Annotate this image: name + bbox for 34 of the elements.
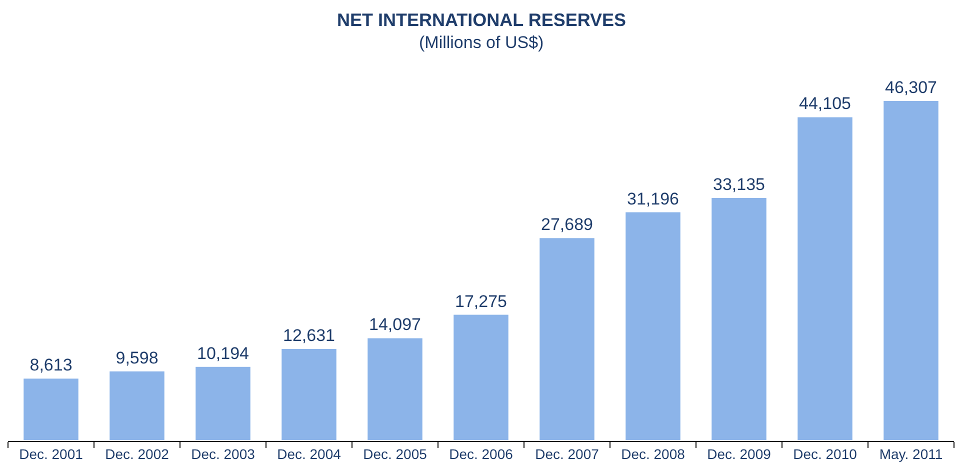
data-label: 44,105 bbox=[799, 94, 851, 114]
x-tick-label: Dec. 2005 bbox=[363, 446, 428, 462]
x-tick-label: May. 2011 bbox=[879, 446, 943, 462]
bar bbox=[882, 100, 940, 441]
x-tick-label: Dec. 2002 bbox=[105, 446, 170, 462]
bar bbox=[108, 369, 166, 441]
x-tick-label: Dec. 2001 bbox=[19, 446, 84, 462]
bar bbox=[22, 376, 80, 441]
bar bbox=[452, 312, 510, 441]
bar bbox=[796, 115, 854, 441]
bar bbox=[624, 210, 682, 441]
x-tick-label: Dec. 2003 bbox=[191, 446, 256, 462]
data-label: 17,275 bbox=[455, 292, 507, 311]
chart-subtitle: (Millions of US$) bbox=[419, 33, 544, 52]
data-label: 27,689 bbox=[541, 215, 593, 234]
data-label: 10,194 bbox=[197, 344, 249, 363]
data-label: 8,613 bbox=[30, 356, 72, 375]
bar bbox=[194, 364, 252, 441]
data-label: 12,631 bbox=[283, 326, 335, 345]
x-tick-label: Dec. 2006 bbox=[449, 446, 514, 462]
x-tick-label: Dec. 2009 bbox=[707, 446, 772, 462]
x-tick-label: Dec. 2007 bbox=[535, 446, 600, 462]
data-label: 33,135 bbox=[713, 175, 765, 194]
bar bbox=[538, 236, 596, 441]
data-label: 31,196 bbox=[627, 189, 679, 208]
data-label: 14,097 bbox=[369, 315, 421, 334]
bar bbox=[710, 196, 768, 441]
chart-title: NET INTERNATIONAL RESERVES bbox=[337, 10, 626, 30]
data-label: 46,307 bbox=[885, 78, 937, 97]
bar bbox=[366, 336, 424, 441]
data-label: 9,598 bbox=[116, 348, 158, 368]
x-tick-label: Dec. 2010 bbox=[793, 446, 858, 462]
x-tick-label: Dec. 2004 bbox=[277, 446, 342, 462]
x-tick-label: Dec. 2008 bbox=[621, 446, 686, 462]
